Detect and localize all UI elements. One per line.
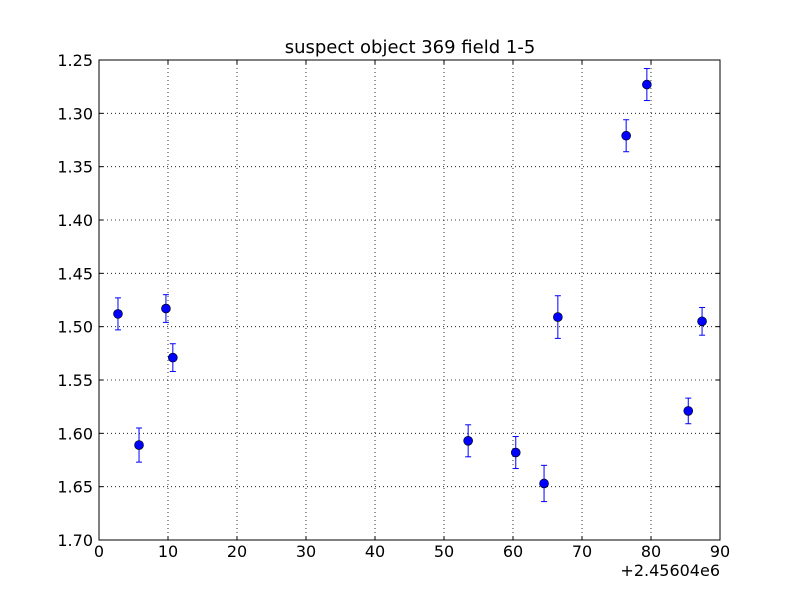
chart-title: suspect object 369 field 1-5 xyxy=(285,37,536,58)
y-tick-label: 1.70 xyxy=(57,531,93,550)
x-tick-label: 0 xyxy=(94,542,104,561)
point xyxy=(134,440,144,450)
y-tick-label: 1.65 xyxy=(57,478,93,497)
point xyxy=(113,309,123,319)
y-tick-label: 1.25 xyxy=(57,51,93,70)
y-tick-label: 1.60 xyxy=(57,424,93,443)
y-tick-label: 1.55 xyxy=(57,371,93,390)
point xyxy=(539,478,549,489)
plot-frame xyxy=(98,59,721,541)
x-tick-label: 90 xyxy=(710,542,730,561)
x-tick-label: 20 xyxy=(227,542,247,561)
point xyxy=(168,352,178,363)
point xyxy=(683,406,694,416)
x-tick-label: 30 xyxy=(296,542,316,561)
x-tick-label: 80 xyxy=(641,542,661,561)
x-tick-label: 40 xyxy=(365,542,385,561)
y-tick-label: 1.45 xyxy=(57,264,93,283)
x-tick-label: 60 xyxy=(503,542,523,561)
point xyxy=(161,303,171,314)
x-tick-label: 10 xyxy=(158,542,178,561)
x-tick-label: 70 xyxy=(572,542,592,561)
point xyxy=(621,130,631,141)
y-tick-label: 1.35 xyxy=(57,158,93,177)
point xyxy=(697,316,707,327)
y-tick-label: 1.30 xyxy=(57,104,93,123)
point xyxy=(642,79,652,90)
x-tick-label: 50 xyxy=(434,542,454,561)
point xyxy=(463,435,473,446)
point xyxy=(553,312,563,322)
y-tick-label: 1.50 xyxy=(57,318,93,337)
point xyxy=(510,447,521,458)
x-offset-label: +2.45604e6 xyxy=(620,561,720,580)
y-tick-label: 1.40 xyxy=(57,211,93,230)
